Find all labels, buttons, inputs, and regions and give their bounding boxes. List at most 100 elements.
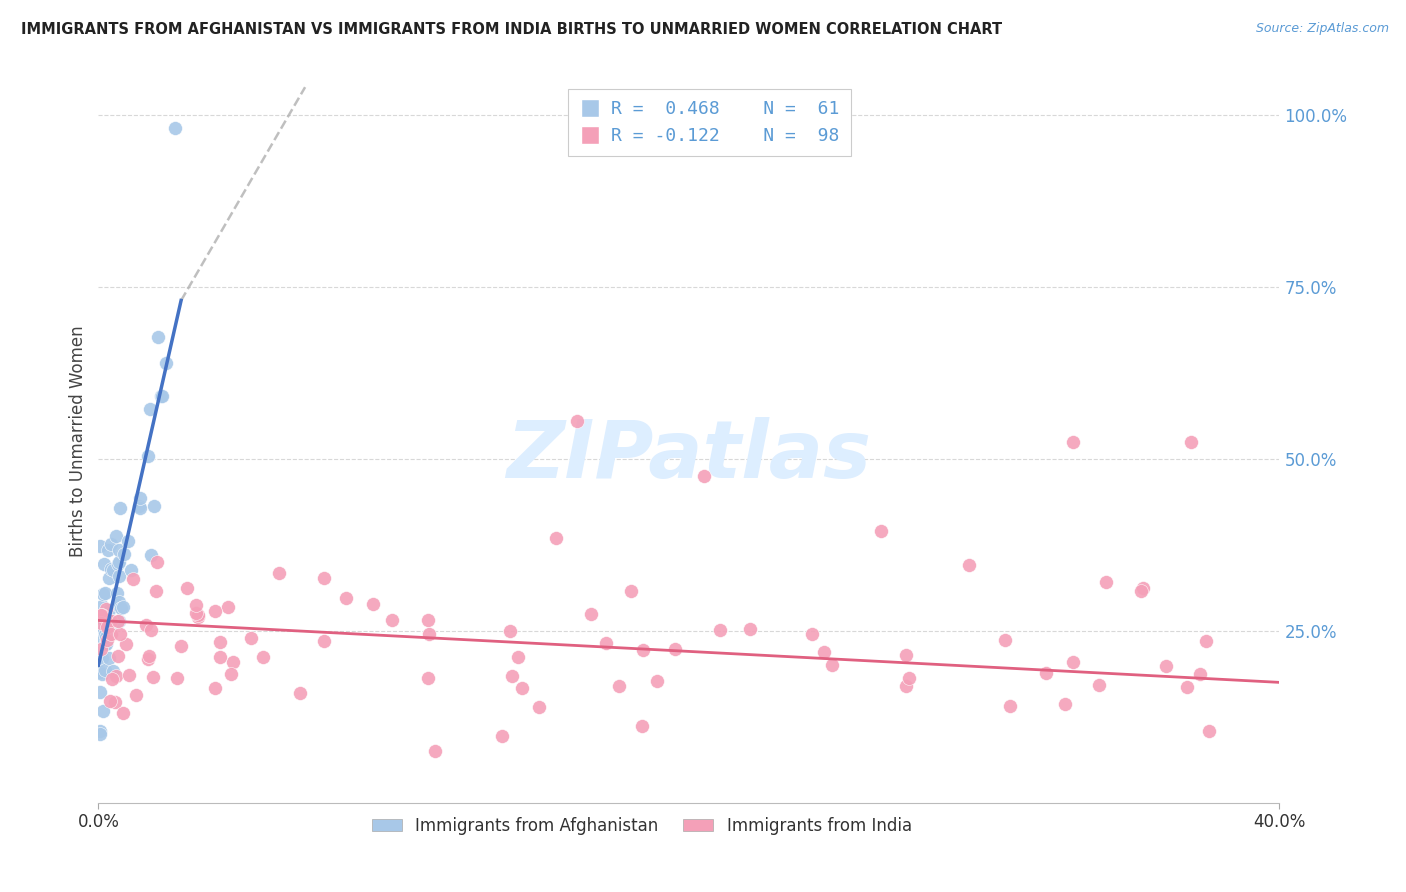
Point (491, 729, 513, 743)
Point (128, 499, 150, 513)
Point (89, 685, 111, 699)
Point (418, 671, 440, 685)
Point (94, 637, 117, 651)
Point (101, 615, 124, 630)
Point (170, 640, 193, 654)
Point (607, 679, 630, 693)
Point (870, 524, 893, 538)
Point (111, 599, 134, 614)
Point (740, 622, 762, 636)
Point (565, 414, 588, 428)
Point (100, 537, 122, 551)
Point (150, 389, 173, 403)
Point (187, 609, 209, 624)
Point (219, 667, 242, 681)
Point (1132, 582, 1154, 596)
Point (693, 469, 716, 483)
Point (101, 563, 124, 577)
Point (91, 650, 114, 665)
Point (141, 623, 163, 637)
Point (96, 633, 118, 648)
Point (97, 542, 120, 557)
Point (97, 603, 120, 617)
Point (993, 633, 1015, 648)
Point (527, 699, 550, 714)
Point (108, 569, 131, 583)
Point (800, 627, 823, 641)
Point (103, 695, 125, 709)
Point (176, 582, 198, 596)
Point (664, 642, 686, 657)
Point (101, 614, 124, 628)
Point (93, 586, 115, 600)
Point (645, 674, 668, 689)
Point (107, 614, 129, 628)
Point (136, 652, 159, 666)
Point (631, 719, 654, 733)
Point (381, 613, 404, 627)
Point (1180, 434, 1202, 449)
Point (498, 624, 520, 638)
Point (108, 555, 131, 569)
Point (96, 620, 118, 634)
Point (94, 663, 117, 677)
Point (90, 642, 112, 657)
Point (1195, 634, 1218, 648)
Point (145, 583, 167, 598)
Point (104, 529, 127, 543)
Point (93, 557, 115, 571)
Point (633, 643, 655, 657)
Point (1129, 583, 1152, 598)
Point (105, 586, 128, 600)
Point (187, 608, 209, 623)
Point (90, 599, 112, 614)
Point (204, 604, 226, 618)
Point (998, 699, 1021, 714)
Point (146, 330, 169, 344)
Point (186, 606, 208, 620)
Point (150, 389, 173, 403)
Point (110, 501, 132, 516)
Point (269, 566, 291, 580)
Point (139, 548, 162, 562)
Point (142, 670, 165, 684)
Point (110, 627, 132, 641)
Point (125, 688, 148, 702)
Y-axis label: Births to Unmarried Women: Births to Unmarried Women (69, 326, 87, 558)
Point (165, 121, 187, 136)
Point (361, 598, 384, 612)
Point (139, 401, 162, 416)
Point (89, 620, 111, 634)
Point (897, 671, 920, 685)
Point (107, 648, 129, 663)
Point (155, 356, 177, 370)
Point (1062, 655, 1084, 669)
Point (894, 680, 917, 694)
Point (91, 704, 114, 718)
Point (90, 666, 112, 681)
Point (89, 724, 111, 739)
Text: IMMIGRANTS FROM AFGHANISTAN VS IMMIGRANTS FROM INDIA BIRTHS TO UNMARRIED WOMEN C: IMMIGRANTS FROM AFGHANISTAN VS IMMIGRANT… (21, 22, 1002, 37)
Point (90, 633, 112, 648)
Point (821, 657, 844, 672)
Point (107, 614, 129, 628)
Point (105, 669, 128, 683)
Point (100, 627, 122, 641)
Point (1188, 666, 1211, 681)
Point (107, 598, 129, 612)
Point (129, 500, 152, 515)
Point (89, 727, 111, 741)
Point (118, 668, 141, 682)
Point (120, 563, 142, 577)
Point (129, 491, 152, 505)
Point (117, 534, 139, 549)
Point (959, 558, 981, 573)
Point (100, 614, 122, 628)
Point (100, 562, 122, 576)
Point (94, 608, 117, 623)
Point (142, 499, 165, 513)
Point (312, 634, 335, 648)
Point (290, 686, 312, 700)
Point (121, 572, 143, 586)
Point (91, 607, 114, 622)
